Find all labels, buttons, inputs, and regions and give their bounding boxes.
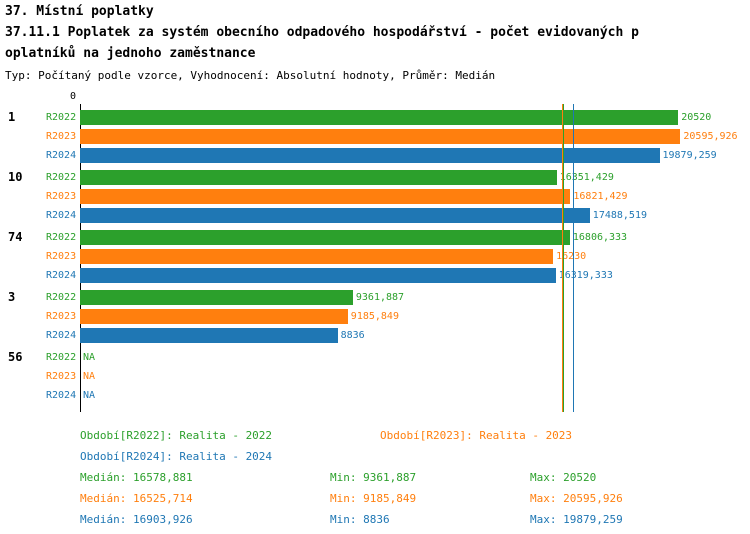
bar-group-74: 74 R2022 16806,333 R2023 16230 R2024 16319,333 <box>0 228 750 285</box>
value-label: 16351,429 <box>559 172 614 183</box>
value-label: 8836 <box>340 330 365 341</box>
bar-r2023-cat74 <box>80 249 554 264</box>
category-label: 56 <box>8 350 23 364</box>
median-stat-r2024: Medián: 16903,926 <box>80 513 193 526</box>
series-label: R2022 <box>46 232 77 243</box>
bar-r2022-cat1 <box>80 110 679 125</box>
bar-row: R2022 16351,429 <box>0 168 750 187</box>
series-label: R2022 <box>46 352 77 363</box>
median-line-r2024 <box>572 104 574 412</box>
series-label: R2024 <box>46 270 77 281</box>
chart-title-line-2: oplatníků na jednoho zaměstnance <box>5 46 256 61</box>
max-stat-r2023: Max: 20595,926 <box>530 492 623 505</box>
bar-row: R2023 NA <box>0 367 750 386</box>
value-label: 16230 <box>556 251 587 262</box>
series-label: R2023 <box>46 251 77 262</box>
bar-row: R2022 NA <box>0 348 750 367</box>
value-label: NA <box>83 390 96 401</box>
value-label: 16319,333 <box>558 270 613 281</box>
bar-row: R2023 20595,926 <box>0 127 750 146</box>
min-stat-r2022: Min: 9361,887 <box>330 471 417 484</box>
stats-row-r2023: Medián: 16525,714 Min: 9185,849 Max: 205… <box>0 492 750 508</box>
max-stat-r2022: Max: 20520 <box>530 471 597 484</box>
bar-row: R2022 20520 <box>0 108 750 127</box>
x-axis-zero-label: 0 <box>70 91 77 102</box>
value-label: 16821,429 <box>573 191 628 202</box>
value-label: 20520 <box>681 112 712 123</box>
bar-r2023-cat1 <box>80 129 681 144</box>
series-label: R2024 <box>46 210 77 221</box>
stats-row-r2024: Medián: 16903,926 Min: 8836 Max: 19879,2… <box>0 513 750 529</box>
series-label: R2023 <box>46 371 77 382</box>
bar-row: R2023 16230 <box>0 247 750 266</box>
category-label: 10 <box>8 170 23 184</box>
value-label: 16806,333 <box>572 232 628 243</box>
bar-r2023-cat3 <box>80 309 348 324</box>
legend-r2024: Období[R2024]: Realita - 2024 <box>80 450 273 463</box>
bar-chart-plot: 0 1 R2022 20520 R2023 20595,926 R2024 19879,25… <box>0 91 750 420</box>
bar-row: R2024 8836 <box>0 326 750 345</box>
bar-row: R2024 16319,333 <box>0 266 750 285</box>
chart-subtitle: Typ: Počítaný podle vzorce, Vyhodnocení:… <box>5 69 496 82</box>
bar-row: R2023 16821,429 <box>0 187 750 206</box>
bar-group-1: 1 R2022 20520 R2023 20595,926 R2024 19879,259 <box>0 108 750 165</box>
stats-row-r2022: Medián: 16578,881 Min: 9361,887 Max: 205… <box>0 471 750 487</box>
bar-row: R2024 17488,519 <box>0 206 750 225</box>
bar-r2024-cat3 <box>80 328 338 343</box>
bar-r2024-cat74 <box>80 268 556 283</box>
series-label: R2022 <box>46 112 77 123</box>
series-label: R2022 <box>46 292 77 303</box>
series-label: R2023 <box>46 131 77 142</box>
value-label: 19879,259 <box>662 150 717 161</box>
category-label: 1 <box>8 110 16 124</box>
series-label: R2023 <box>46 311 77 322</box>
category-label: 3 <box>8 290 16 304</box>
bar-group-56: 56 R2022 NA R2023 NA R2024 NA <box>0 348 750 405</box>
bar-row: R2024 NA <box>0 386 750 405</box>
bar-row: R2023 9185,849 <box>0 307 750 326</box>
category-label: 74 <box>8 230 23 244</box>
bar-r2022-cat10 <box>80 170 557 185</box>
series-label: R2024 <box>46 390 77 401</box>
min-stat-r2023: Min: 9185,849 <box>330 492 417 505</box>
series-label: R2024 <box>46 330 77 341</box>
bar-groups: 1 R2022 20520 R2023 20595,926 R2024 19879,259 1… <box>0 108 750 405</box>
bar-group-10: 10 R2022 16351,429 R2023 16821,429 R2024 17488… <box>0 168 750 225</box>
value-label: 20595,926 <box>683 131 738 142</box>
bar-row: R2022 9361,887 <box>0 288 750 307</box>
median-stat-r2022: Medián: 16578,881 <box>80 471 193 484</box>
series-label: R2024 <box>46 150 77 161</box>
legend-r2022: Období[R2022]: Realita - 2022 <box>80 429 273 442</box>
bar-r2022-cat3 <box>80 290 353 305</box>
bar-row: R2024 19879,259 <box>0 146 750 165</box>
bar-row: R2022 16806,333 <box>0 228 750 247</box>
median-line-r2022 <box>563 104 565 412</box>
value-label: NA <box>83 352 96 363</box>
bar-r2022-cat74 <box>80 230 570 245</box>
value-label: 9361,887 <box>355 292 405 303</box>
legend-r2023: Období[R2023]: Realita - 2023 <box>380 429 573 442</box>
bar-r2023-cat10 <box>80 189 571 204</box>
median-line-r2023 <box>561 104 563 412</box>
value-label: 9185,849 <box>350 311 399 322</box>
bar-r2024-cat1 <box>80 148 660 163</box>
chart-title-line-1: 37.11.1 Poplatek za systém obecního odpa… <box>5 25 639 40</box>
value-label: NA <box>83 371 96 382</box>
series-label: R2022 <box>46 172 77 183</box>
series-label: R2023 <box>46 191 77 202</box>
value-label: 17488,519 <box>592 210 647 221</box>
bar-group-3: 3 R2022 9361,887 R2023 9185,849 R2024 8836 <box>0 288 750 345</box>
min-stat-r2024: Min: 8836 <box>330 513 390 526</box>
page-title: 37. Místní poplatky <box>5 4 154 19</box>
max-stat-r2024: Max: 19879,259 <box>530 513 623 526</box>
bar-r2024-cat10 <box>80 208 590 223</box>
median-stat-r2023: Medián: 16525,714 <box>80 492 193 505</box>
